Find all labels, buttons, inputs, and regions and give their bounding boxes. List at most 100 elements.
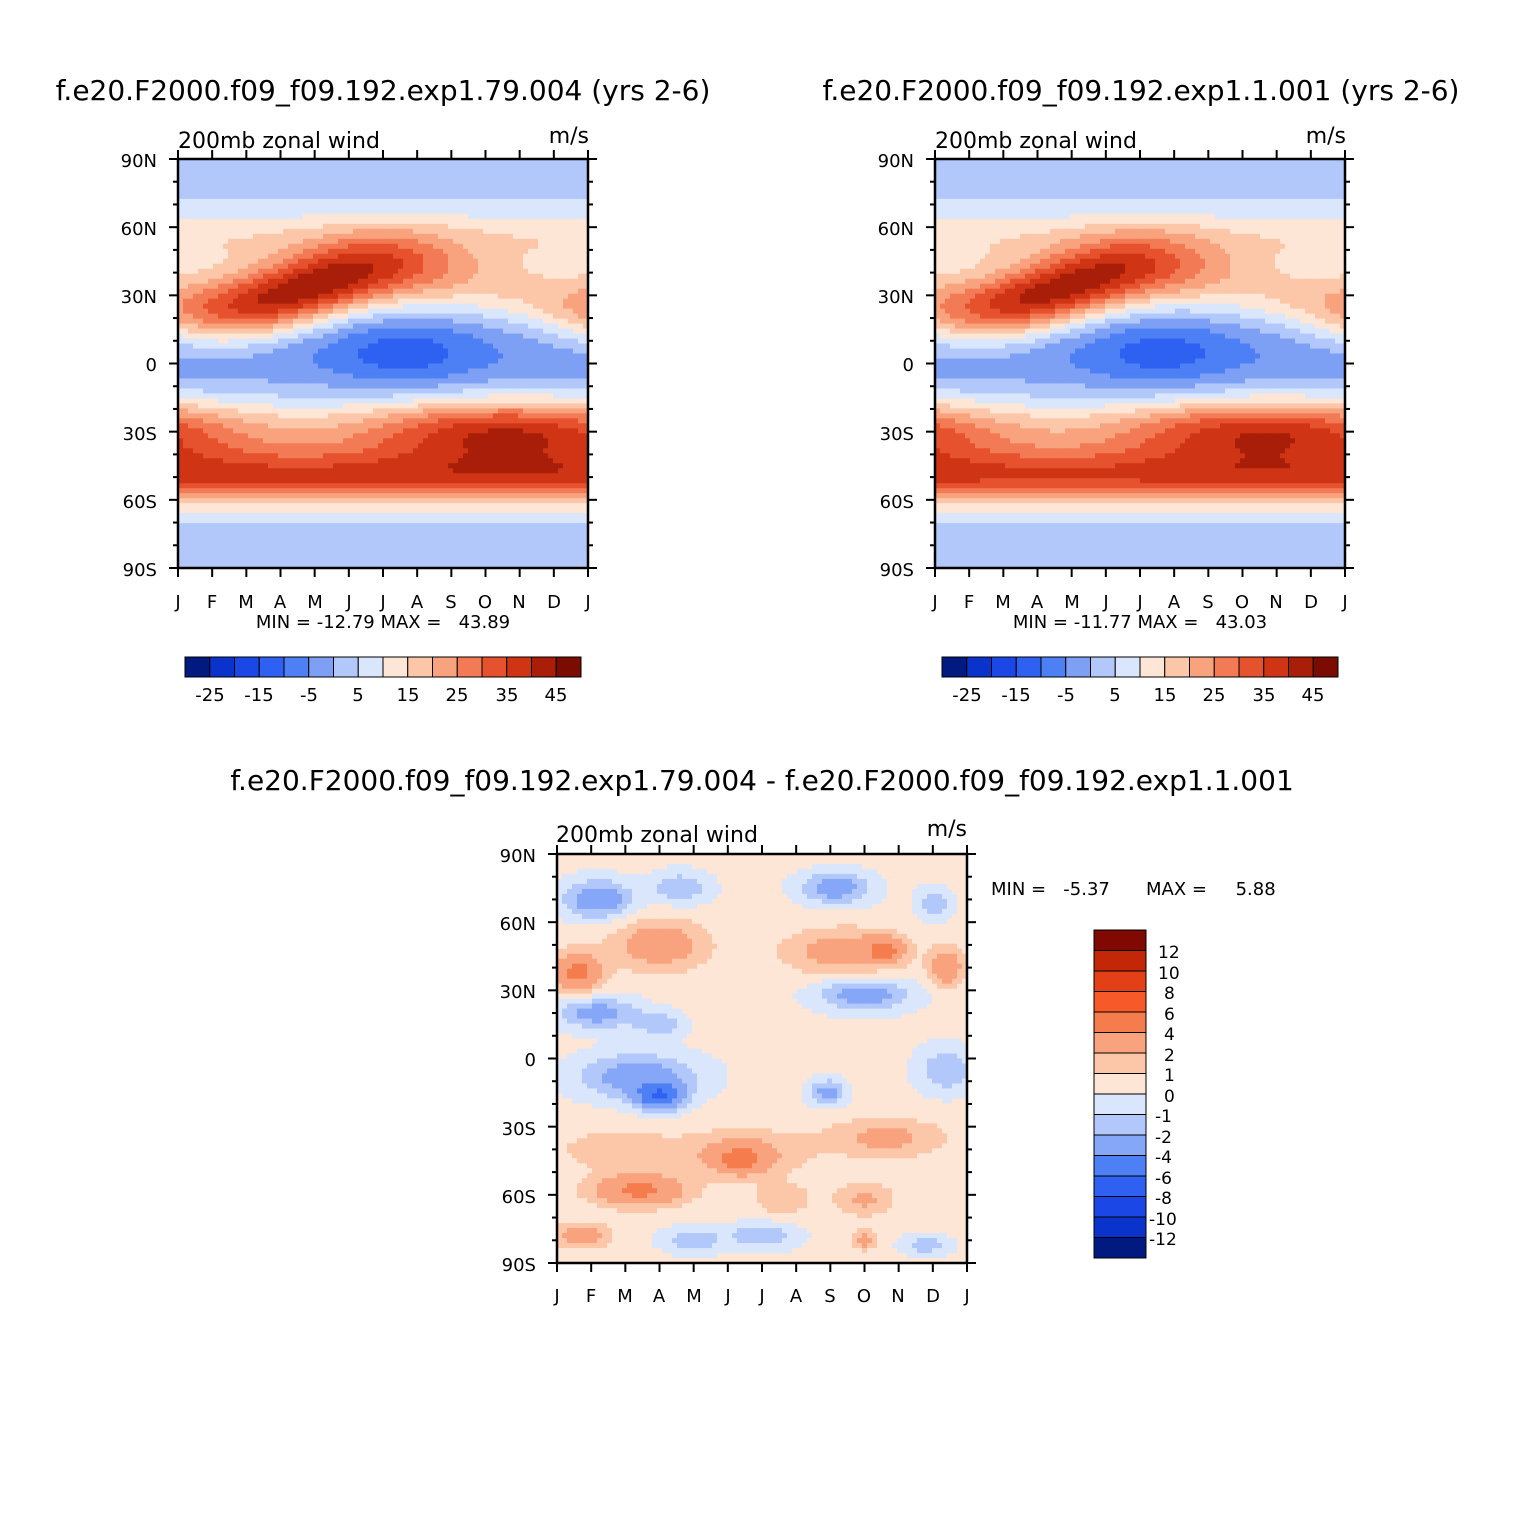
contour-cell (543, 263, 549, 270)
contour-cell (483, 458, 489, 464)
contour-cell (518, 368, 524, 375)
contour-cell (358, 298, 364, 305)
contour-cell (323, 248, 329, 255)
contour-cell (308, 288, 314, 295)
contour-cell (283, 193, 289, 200)
contour-cell (398, 188, 404, 195)
contour-cell (188, 163, 194, 170)
contour-cell (428, 293, 434, 300)
contour-cell (473, 263, 479, 270)
contour-cell (368, 233, 374, 240)
contour-cell (543, 358, 549, 365)
contour-cell (198, 243, 204, 250)
contour-cell (448, 273, 454, 280)
contour-cell (238, 423, 244, 429)
contour-cell (583, 253, 588, 260)
contour-cell (258, 233, 264, 240)
contour-cell (518, 453, 524, 459)
contour-cell (498, 188, 504, 195)
contour-cell (323, 198, 329, 205)
contour-cell (358, 413, 364, 419)
contour-cell (263, 263, 269, 270)
contour-cell (533, 218, 539, 225)
contour-cell (253, 313, 259, 320)
contour-cell (378, 443, 384, 449)
contour-cell (563, 188, 569, 195)
contour-cell (518, 438, 524, 444)
contour-cell (573, 378, 579, 385)
contour-cell (288, 358, 294, 365)
contour-cell (583, 333, 588, 340)
contour-cell (343, 438, 349, 444)
contour-cell (198, 173, 204, 180)
contour-cell (403, 403, 409, 409)
contour-cell (373, 218, 379, 225)
contour-cell (313, 303, 319, 310)
contour-cell (528, 188, 534, 195)
contour-cell (308, 213, 314, 220)
contour-cell (303, 223, 309, 230)
contour-cell (278, 243, 284, 250)
contour-cell (368, 293, 374, 300)
contour-cell (308, 363, 314, 370)
contour-cell (468, 173, 474, 180)
contour-cell (383, 348, 389, 355)
contour-cell (563, 353, 569, 360)
contour-cell (313, 298, 319, 305)
contour-cell (203, 218, 209, 225)
contour-cell (338, 268, 344, 275)
contour-cell (583, 208, 588, 215)
contour-cell (288, 228, 294, 235)
contour-cell (218, 373, 224, 380)
contour-cell (558, 228, 564, 235)
contour-cell (343, 443, 349, 449)
contour-cell (538, 248, 544, 255)
contour-cell (313, 208, 319, 215)
contour-cell (268, 393, 274, 400)
contour-cell (288, 398, 294, 404)
contour-cell (563, 433, 569, 439)
contour-cell (463, 238, 469, 245)
contour-cell (538, 298, 544, 305)
contour-cell (403, 233, 409, 240)
contour-cell (248, 338, 254, 345)
contour-cell (343, 388, 349, 395)
contour-cell (458, 198, 464, 205)
contour-cell (448, 288, 454, 295)
contour-cell (573, 159, 579, 165)
contour-cell (448, 353, 454, 360)
contour-cell (253, 368, 259, 375)
contour-cell (313, 273, 319, 280)
contour-cell (448, 343, 454, 350)
contour-cell (183, 248, 189, 255)
contour-cell (578, 338, 584, 345)
contour-cell (203, 358, 209, 365)
contour-cell (278, 333, 284, 340)
contour-cell (198, 228, 204, 235)
contour-cell (223, 298, 229, 305)
contour-cell (463, 438, 469, 444)
contour-cell (318, 353, 324, 360)
contour-cell (268, 213, 274, 220)
contour-cell (288, 378, 294, 385)
contour-cell (343, 159, 349, 165)
contour-cell (268, 288, 274, 295)
contour-cell (258, 303, 264, 310)
contour-cell (368, 458, 374, 464)
contour-cell (463, 218, 469, 225)
contour-cell (198, 388, 204, 395)
contour-cell (428, 353, 434, 360)
contour-cell (403, 203, 409, 210)
contour-cell (488, 323, 494, 330)
contour-cell (398, 423, 404, 429)
contour-cell (538, 358, 544, 365)
contour-cell (283, 438, 289, 444)
contour-cell (333, 193, 339, 200)
contour-cell (343, 313, 349, 320)
contour-cell (558, 418, 564, 424)
contour-cell (348, 438, 354, 444)
contour-cell (518, 293, 524, 300)
contour-cell (248, 268, 254, 275)
contour-cell (183, 298, 189, 305)
contour-cell (443, 313, 449, 320)
